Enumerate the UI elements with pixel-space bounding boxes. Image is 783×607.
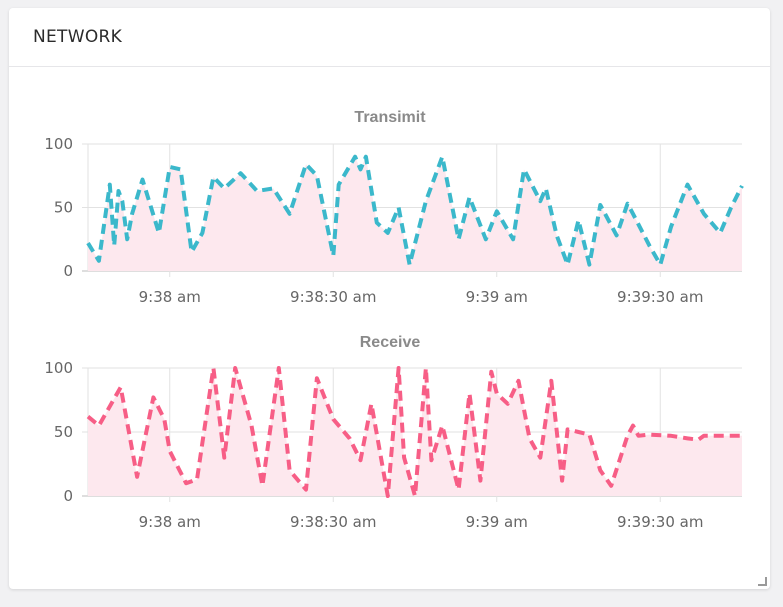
- receive-data-point[interactable]: [161, 416, 167, 422]
- transmit-x-tick-label: 9:39 am: [466, 288, 528, 306]
- receive-area-fill: [88, 368, 742, 496]
- receive-data-point[interactable]: [494, 391, 500, 397]
- receive-x-tick-label: 9:39 am: [466, 513, 528, 531]
- transmit-chart-title: Transimit: [354, 109, 426, 126]
- receive-data-point[interactable]: [167, 448, 173, 454]
- receive-data-point[interactable]: [412, 493, 418, 499]
- receive-data-point[interactable]: [368, 401, 374, 407]
- receive-y-tick-label: 50: [54, 423, 73, 441]
- receive-data-point[interactable]: [303, 487, 309, 493]
- receive-data-point[interactable]: [608, 483, 614, 489]
- receive-data-point[interactable]: [287, 467, 293, 473]
- receive-data-point[interactable]: [428, 457, 434, 463]
- receive-data-point[interactable]: [505, 401, 511, 407]
- receive-data-point[interactable]: [401, 455, 407, 461]
- receive-data-point[interactable]: [625, 433, 631, 439]
- receive-x-tick-label: 9:38:30 am: [290, 513, 376, 531]
- receive-data-point[interactable]: [314, 375, 320, 381]
- receive-data-point[interactable]: [586, 432, 592, 438]
- receive-data-point[interactable]: [150, 394, 156, 400]
- receive-data-point[interactable]: [249, 423, 255, 429]
- receive-data-point[interactable]: [396, 365, 402, 371]
- transmit-x-tick-label: 9:39:30 am: [617, 288, 703, 306]
- receive-data-point[interactable]: [488, 369, 494, 375]
- receive-data-point[interactable]: [477, 478, 483, 484]
- receive-y-tick-label: 0: [63, 487, 73, 505]
- receive-series-line: [86, 366, 742, 498]
- receive-data-point[interactable]: [456, 487, 462, 493]
- transmit-series-line: [86, 154, 744, 267]
- receive-data-point[interactable]: [701, 433, 707, 439]
- receive-data-point[interactable]: [423, 365, 429, 371]
- card-header: NETWORK: [9, 8, 770, 67]
- receive-y-tick-label: 100: [44, 359, 73, 377]
- receive-x-tick-label: 9:39:30 am: [617, 513, 703, 531]
- receive-data-point[interactable]: [548, 378, 554, 384]
- receive-data-point[interactable]: [96, 423, 102, 429]
- receive-x-tick-label: 9:38 am: [139, 513, 201, 531]
- receive-data-point[interactable]: [385, 493, 391, 499]
- receive-data-point[interactable]: [559, 478, 565, 484]
- transmit-y-tick-label: 0: [63, 262, 73, 280]
- receive-data-point[interactable]: [597, 467, 603, 473]
- receive-data-point[interactable]: [646, 432, 652, 438]
- receive-chart-title: Receive: [360, 334, 421, 351]
- receive-data-point[interactable]: [210, 365, 216, 371]
- receive-data-point[interactable]: [232, 365, 238, 371]
- card-title: NETWORK: [33, 27, 123, 47]
- receive-data-point[interactable]: [668, 433, 674, 439]
- transmit-y-tick-label: 100: [44, 135, 73, 153]
- transmit-x-tick-label: 9:38:30 am: [290, 288, 376, 306]
- receive-data-point[interactable]: [183, 480, 189, 486]
- receive-data-point[interactable]: [565, 426, 571, 432]
- transmit-y-tick-label: 50: [54, 199, 73, 217]
- receive-data-point[interactable]: [85, 414, 91, 420]
- receive-data-point[interactable]: [728, 433, 734, 439]
- receive-data-point[interactable]: [685, 435, 691, 441]
- receive-data-point[interactable]: [516, 378, 522, 384]
- receive-data-point[interactable]: [739, 433, 745, 439]
- receive-data-point[interactable]: [347, 435, 353, 441]
- receive-data-point[interactable]: [576, 429, 582, 435]
- receive-data-point[interactable]: [358, 457, 364, 463]
- receive-data-point[interactable]: [134, 474, 140, 480]
- receive-data-point[interactable]: [194, 476, 200, 482]
- receive-data-point[interactable]: [630, 423, 636, 429]
- receive-data-point[interactable]: [712, 433, 718, 439]
- receive-data-point[interactable]: [527, 435, 533, 441]
- receive-data-point[interactable]: [221, 455, 227, 461]
- receive-data-point[interactable]: [467, 391, 473, 397]
- receive-data-point[interactable]: [537, 455, 543, 461]
- receive-data-point[interactable]: [118, 384, 124, 390]
- receive-data-point[interactable]: [259, 483, 265, 489]
- receive-data-point[interactable]: [695, 437, 701, 443]
- receive-data-point[interactable]: [439, 423, 445, 429]
- receive-data-point[interactable]: [636, 433, 642, 439]
- receive-data-point[interactable]: [276, 365, 282, 371]
- transmit-x-tick-label: 9:38 am: [139, 288, 201, 306]
- resize-handle[interactable]: [758, 577, 767, 586]
- receive-data-point[interactable]: [330, 416, 336, 422]
